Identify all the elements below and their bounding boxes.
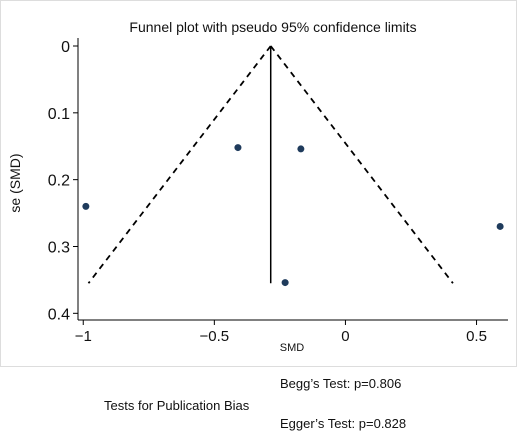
study-point bbox=[234, 144, 242, 152]
y-tick-label: 0.2 bbox=[48, 173, 70, 190]
x-tick-label: 0 bbox=[341, 328, 349, 345]
x-axis-title: SMD bbox=[280, 342, 305, 354]
study-point bbox=[496, 222, 504, 230]
study-point bbox=[82, 202, 90, 210]
figure-border bbox=[0, 0, 517, 367]
x-tick-label: −0.5 bbox=[200, 328, 230, 345]
x-tick-label: −1 bbox=[75, 328, 92, 345]
x-tick-label: 0.5 bbox=[466, 328, 487, 345]
plot-area: 0 0.1 0.2 0.3 0.4 −1 −0.5 0 0.5 SMD se (SMD) bbox=[7, 38, 508, 354]
egger-test-result: Egger’s Test: p=0.828 bbox=[280, 416, 407, 431]
y-axis-title: se (SMD) bbox=[7, 153, 23, 212]
chart-title: Funnel plot with pseudo 95% confidence l… bbox=[129, 19, 416, 35]
study-point bbox=[281, 279, 289, 287]
y-tick-label: 0.3 bbox=[48, 239, 70, 256]
funnel-limit-left bbox=[87, 45, 272, 284]
study-point bbox=[297, 145, 305, 153]
funnel-limit-right bbox=[269, 45, 454, 284]
y-tick-label: 0 bbox=[61, 39, 70, 56]
begg-test-result: Begg’s Test: p=0.806 bbox=[280, 376, 402, 391]
publication-bias-label: Tests for Publication Bias bbox=[104, 398, 250, 413]
y-tick-label: 0.4 bbox=[48, 306, 70, 323]
y-tick-label: 0.1 bbox=[48, 106, 70, 123]
